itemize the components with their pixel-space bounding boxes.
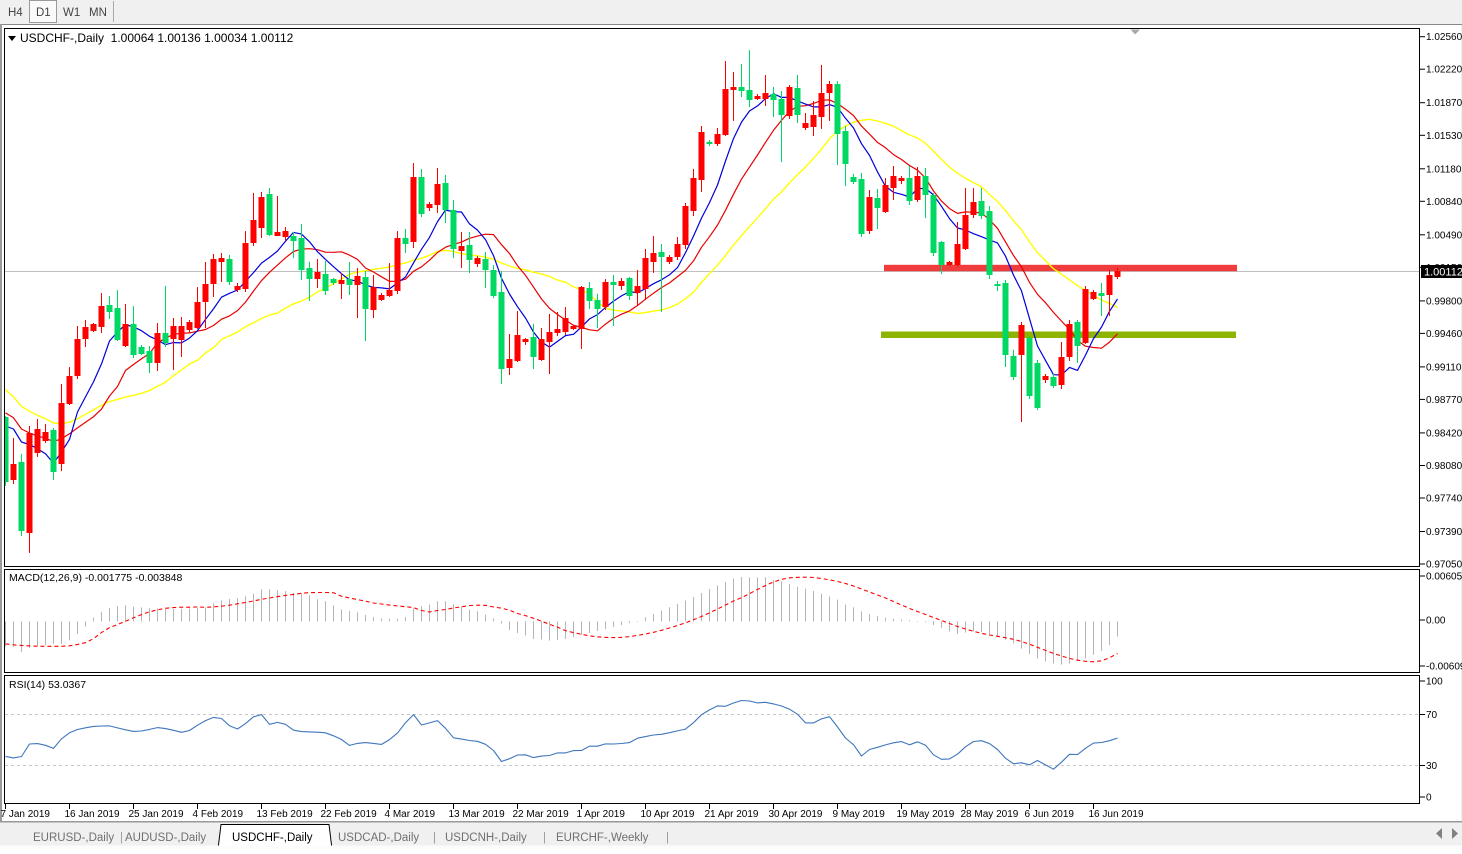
svg-text:USDCNH-,Daily: USDCNH-,Daily xyxy=(445,832,527,844)
svg-text:1.01870: 1.01870 xyxy=(1426,98,1462,109)
svg-text:16 Jun 2019: 16 Jun 2019 xyxy=(1089,809,1144,820)
svg-text:1.00840: 1.00840 xyxy=(1426,197,1462,208)
svg-text:USDCAD-,Daily: USDCAD-,Daily xyxy=(338,832,419,844)
svg-text:4 Mar 2019: 4 Mar 2019 xyxy=(385,809,436,820)
svg-text:0.98770: 0.98770 xyxy=(1426,395,1462,406)
svg-text:USDCHF-,Daily 1.00064 1.00136: USDCHF-,Daily 1.00064 1.00136 1.00034 1.… xyxy=(20,31,294,45)
svg-text:EURUSD-,Daily: EURUSD-,Daily xyxy=(33,832,114,844)
svg-text:EURCHF-,Weekly: EURCHF-,Weekly xyxy=(556,832,649,844)
svg-text:-0.006096: -0.006096 xyxy=(1426,662,1462,673)
svg-text:25 Jan 2019: 25 Jan 2019 xyxy=(129,809,184,820)
svg-text:1 Apr 2019: 1 Apr 2019 xyxy=(577,809,626,820)
svg-text:H4: H4 xyxy=(8,7,23,19)
svg-text:0.99800: 0.99800 xyxy=(1426,296,1462,307)
svg-text:0: 0 xyxy=(1426,793,1432,804)
svg-text:MN: MN xyxy=(89,7,107,19)
svg-text:22 Feb 2019: 22 Feb 2019 xyxy=(321,809,378,820)
svg-text:19 May 2019: 19 May 2019 xyxy=(897,809,955,820)
svg-text:RSI(14) 53.0367: RSI(14) 53.0367 xyxy=(9,679,86,691)
svg-text:MACD(12,26,9) -0.001775 -0.003: MACD(12,26,9) -0.001775 -0.003848 xyxy=(9,572,183,584)
svg-text:16 Jan 2019: 16 Jan 2019 xyxy=(65,809,120,820)
svg-text:6 Jun 2019: 6 Jun 2019 xyxy=(1025,809,1075,820)
svg-text:0.99460: 0.99460 xyxy=(1426,329,1462,340)
svg-text:0.99110: 0.99110 xyxy=(1426,362,1462,373)
svg-text:1.01530: 1.01530 xyxy=(1426,131,1462,142)
svg-text:0.97050: 0.97050 xyxy=(1426,560,1462,571)
svg-text:D1: D1 xyxy=(36,7,51,19)
svg-text:30 Apr 2019: 30 Apr 2019 xyxy=(769,809,823,820)
svg-text:21 Apr 2019: 21 Apr 2019 xyxy=(705,809,759,820)
svg-text:22 Mar 2019: 22 Mar 2019 xyxy=(513,809,570,820)
svg-text:30: 30 xyxy=(1426,761,1438,772)
svg-text:|: | xyxy=(120,832,123,844)
svg-text:7 Jan 2019: 7 Jan 2019 xyxy=(1,809,51,820)
svg-text:0.97740: 0.97740 xyxy=(1426,494,1462,505)
svg-text:4 Feb 2019: 4 Feb 2019 xyxy=(193,809,244,820)
svg-text:AUDUSD-,Daily: AUDUSD-,Daily xyxy=(125,832,206,844)
svg-text:100: 100 xyxy=(1426,677,1443,688)
svg-text:0.97390: 0.97390 xyxy=(1426,527,1462,538)
svg-text:28 May 2019: 28 May 2019 xyxy=(961,809,1019,820)
svg-text:70: 70 xyxy=(1426,710,1438,721)
svg-text:0.98420: 0.98420 xyxy=(1426,428,1462,439)
svg-text:13 Mar 2019: 13 Mar 2019 xyxy=(449,809,506,820)
svg-text:W1: W1 xyxy=(63,7,80,19)
svg-text:0.98080: 0.98080 xyxy=(1426,461,1462,472)
svg-text:1.02220: 1.02220 xyxy=(1426,65,1462,76)
svg-text:|: | xyxy=(543,832,546,844)
svg-text:USDCHF-,Daily: USDCHF-,Daily xyxy=(232,832,313,844)
svg-text:10 Apr 2019: 10 Apr 2019 xyxy=(641,809,695,820)
svg-text:|: | xyxy=(433,832,436,844)
svg-text:1.00112: 1.00112 xyxy=(1424,267,1462,279)
svg-text:1.00490: 1.00490 xyxy=(1426,230,1462,241)
svg-text:13 Feb 2019: 13 Feb 2019 xyxy=(257,809,314,820)
svg-text:0.006058: 0.006058 xyxy=(1426,572,1462,583)
svg-text:|: | xyxy=(666,832,669,844)
svg-text:1.02560: 1.02560 xyxy=(1426,32,1462,43)
svg-text:1.01180: 1.01180 xyxy=(1426,164,1462,175)
svg-text:0.00: 0.00 xyxy=(1426,616,1446,627)
svg-text:9 May 2019: 9 May 2019 xyxy=(833,809,886,820)
